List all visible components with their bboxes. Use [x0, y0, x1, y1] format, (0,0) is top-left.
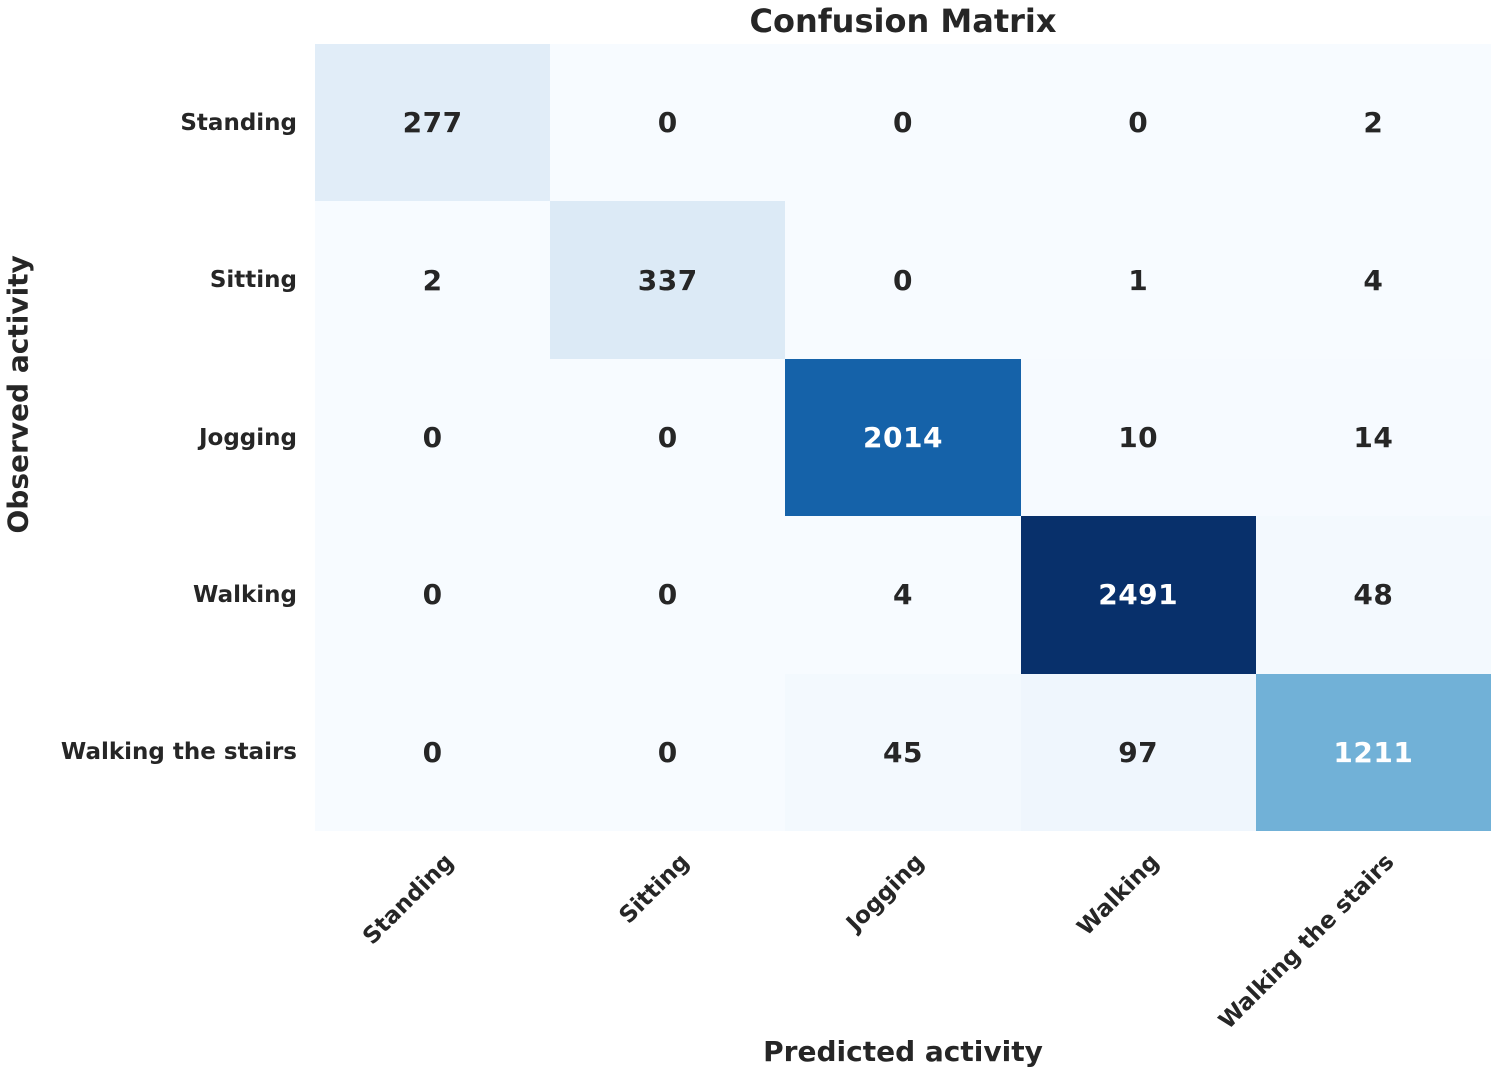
matrix-cell-4-1: 0 — [550, 673, 786, 831]
cell-value: 277 — [402, 106, 463, 140]
cell-value: 45 — [883, 735, 923, 769]
matrix-cell-2-2: 2014 — [785, 358, 1021, 517]
cell-value: 1211 — [1333, 735, 1414, 769]
y-tick-jogging: Jogging — [198, 424, 297, 451]
matrix-cell-0-3: 0 — [1020, 44, 1256, 202]
y-tick-sitting: Sitting — [209, 267, 297, 294]
x-tick-sitting: Sitting — [614, 849, 695, 930]
cell-value: 4 — [892, 578, 913, 612]
matrix-cell-0-1: 0 — [550, 44, 786, 202]
cell-value: 2014 — [863, 420, 943, 454]
y-tick-walking-the-stairs: Walking the stairs — [60, 739, 297, 766]
x-tick-walking-the-stairs: Walking the stairs — [1214, 849, 1400, 1035]
matrix-cell-3-0: 0 — [315, 516, 551, 674]
cell-value: 1 — [1128, 263, 1149, 297]
y-tick-standing: Standing — [180, 109, 297, 136]
matrix-cell-1-0: 2 — [315, 201, 551, 359]
matrix-cell-4-4: 1211 — [1255, 673, 1491, 831]
cell-value: 0 — [422, 420, 443, 454]
cell-value: 10 — [1118, 420, 1159, 454]
cell-value: 2 — [422, 263, 443, 297]
x-axis-label: Predicted activity — [763, 1035, 1043, 1068]
matrix-cell-1-3: 1 — [1020, 201, 1256, 359]
matrix-cell-1-2: 0 — [785, 201, 1021, 359]
cell-value: 0 — [657, 420, 678, 454]
cell-value: 14 — [1353, 420, 1394, 454]
matrix-cell-1-1: 337 — [550, 201, 786, 359]
matrix-cell-0-2: 0 — [785, 44, 1021, 202]
matrix-cell-1-4: 4 — [1255, 201, 1491, 359]
cell-value: 0 — [1128, 106, 1149, 140]
matrix-cell-2-4: 14 — [1255, 358, 1491, 517]
cell-value: 337 — [637, 263, 698, 297]
cell-value: 0 — [422, 735, 443, 769]
matrix-cell-3-1: 0 — [550, 516, 786, 674]
matrix-cell-3-2: 4 — [785, 516, 1021, 674]
x-tick-walking: Walking — [1072, 849, 1165, 941]
cell-value: 48 — [1353, 578, 1394, 612]
cell-value: 97 — [1118, 735, 1159, 769]
cell-value: 0 — [422, 578, 443, 612]
matrix-cell-2-0: 0 — [315, 358, 551, 517]
matrix-cell-3-3: 2491 — [1020, 516, 1256, 674]
chart-title: Confusion Matrix — [749, 2, 1057, 40]
matrix-cell-4-0: 0 — [315, 673, 551, 831]
cell-value: 0 — [657, 735, 678, 769]
cell-value: 0 — [892, 263, 913, 297]
cell-value: 2491 — [1098, 578, 1179, 612]
x-tick-jogging: Jogging — [841, 849, 930, 937]
y-tick-walking: Walking — [193, 581, 297, 608]
matrix-cell-0-0: 277 — [315, 44, 551, 202]
matrix-cell-2-1: 0 — [550, 358, 786, 517]
matrix-cell-2-3: 10 — [1020, 358, 1256, 517]
cell-value: 4 — [1363, 263, 1384, 297]
matrix-cell-3-4: 48 — [1255, 516, 1491, 674]
y-axis-label: Observed activity — [1, 255, 35, 534]
matrix-cell-4-3: 97 — [1020, 673, 1256, 831]
cell-value: 0 — [657, 106, 678, 140]
cell-value: 0 — [892, 106, 913, 140]
heatmap-plot-area: 277 0 0 0 2 2 337 0 1 4 0 0 2014 10 14 0 0 4 2491 48 0 0 45 97 1… — [315, 44, 1491, 831]
matrix-cell-0-4: 2 — [1255, 44, 1491, 202]
matrix-cell-4-2: 45 — [785, 673, 1021, 831]
cell-value: 0 — [657, 578, 678, 612]
x-tick-standing: Standing — [358, 849, 459, 950]
cell-value: 2 — [1363, 106, 1384, 140]
